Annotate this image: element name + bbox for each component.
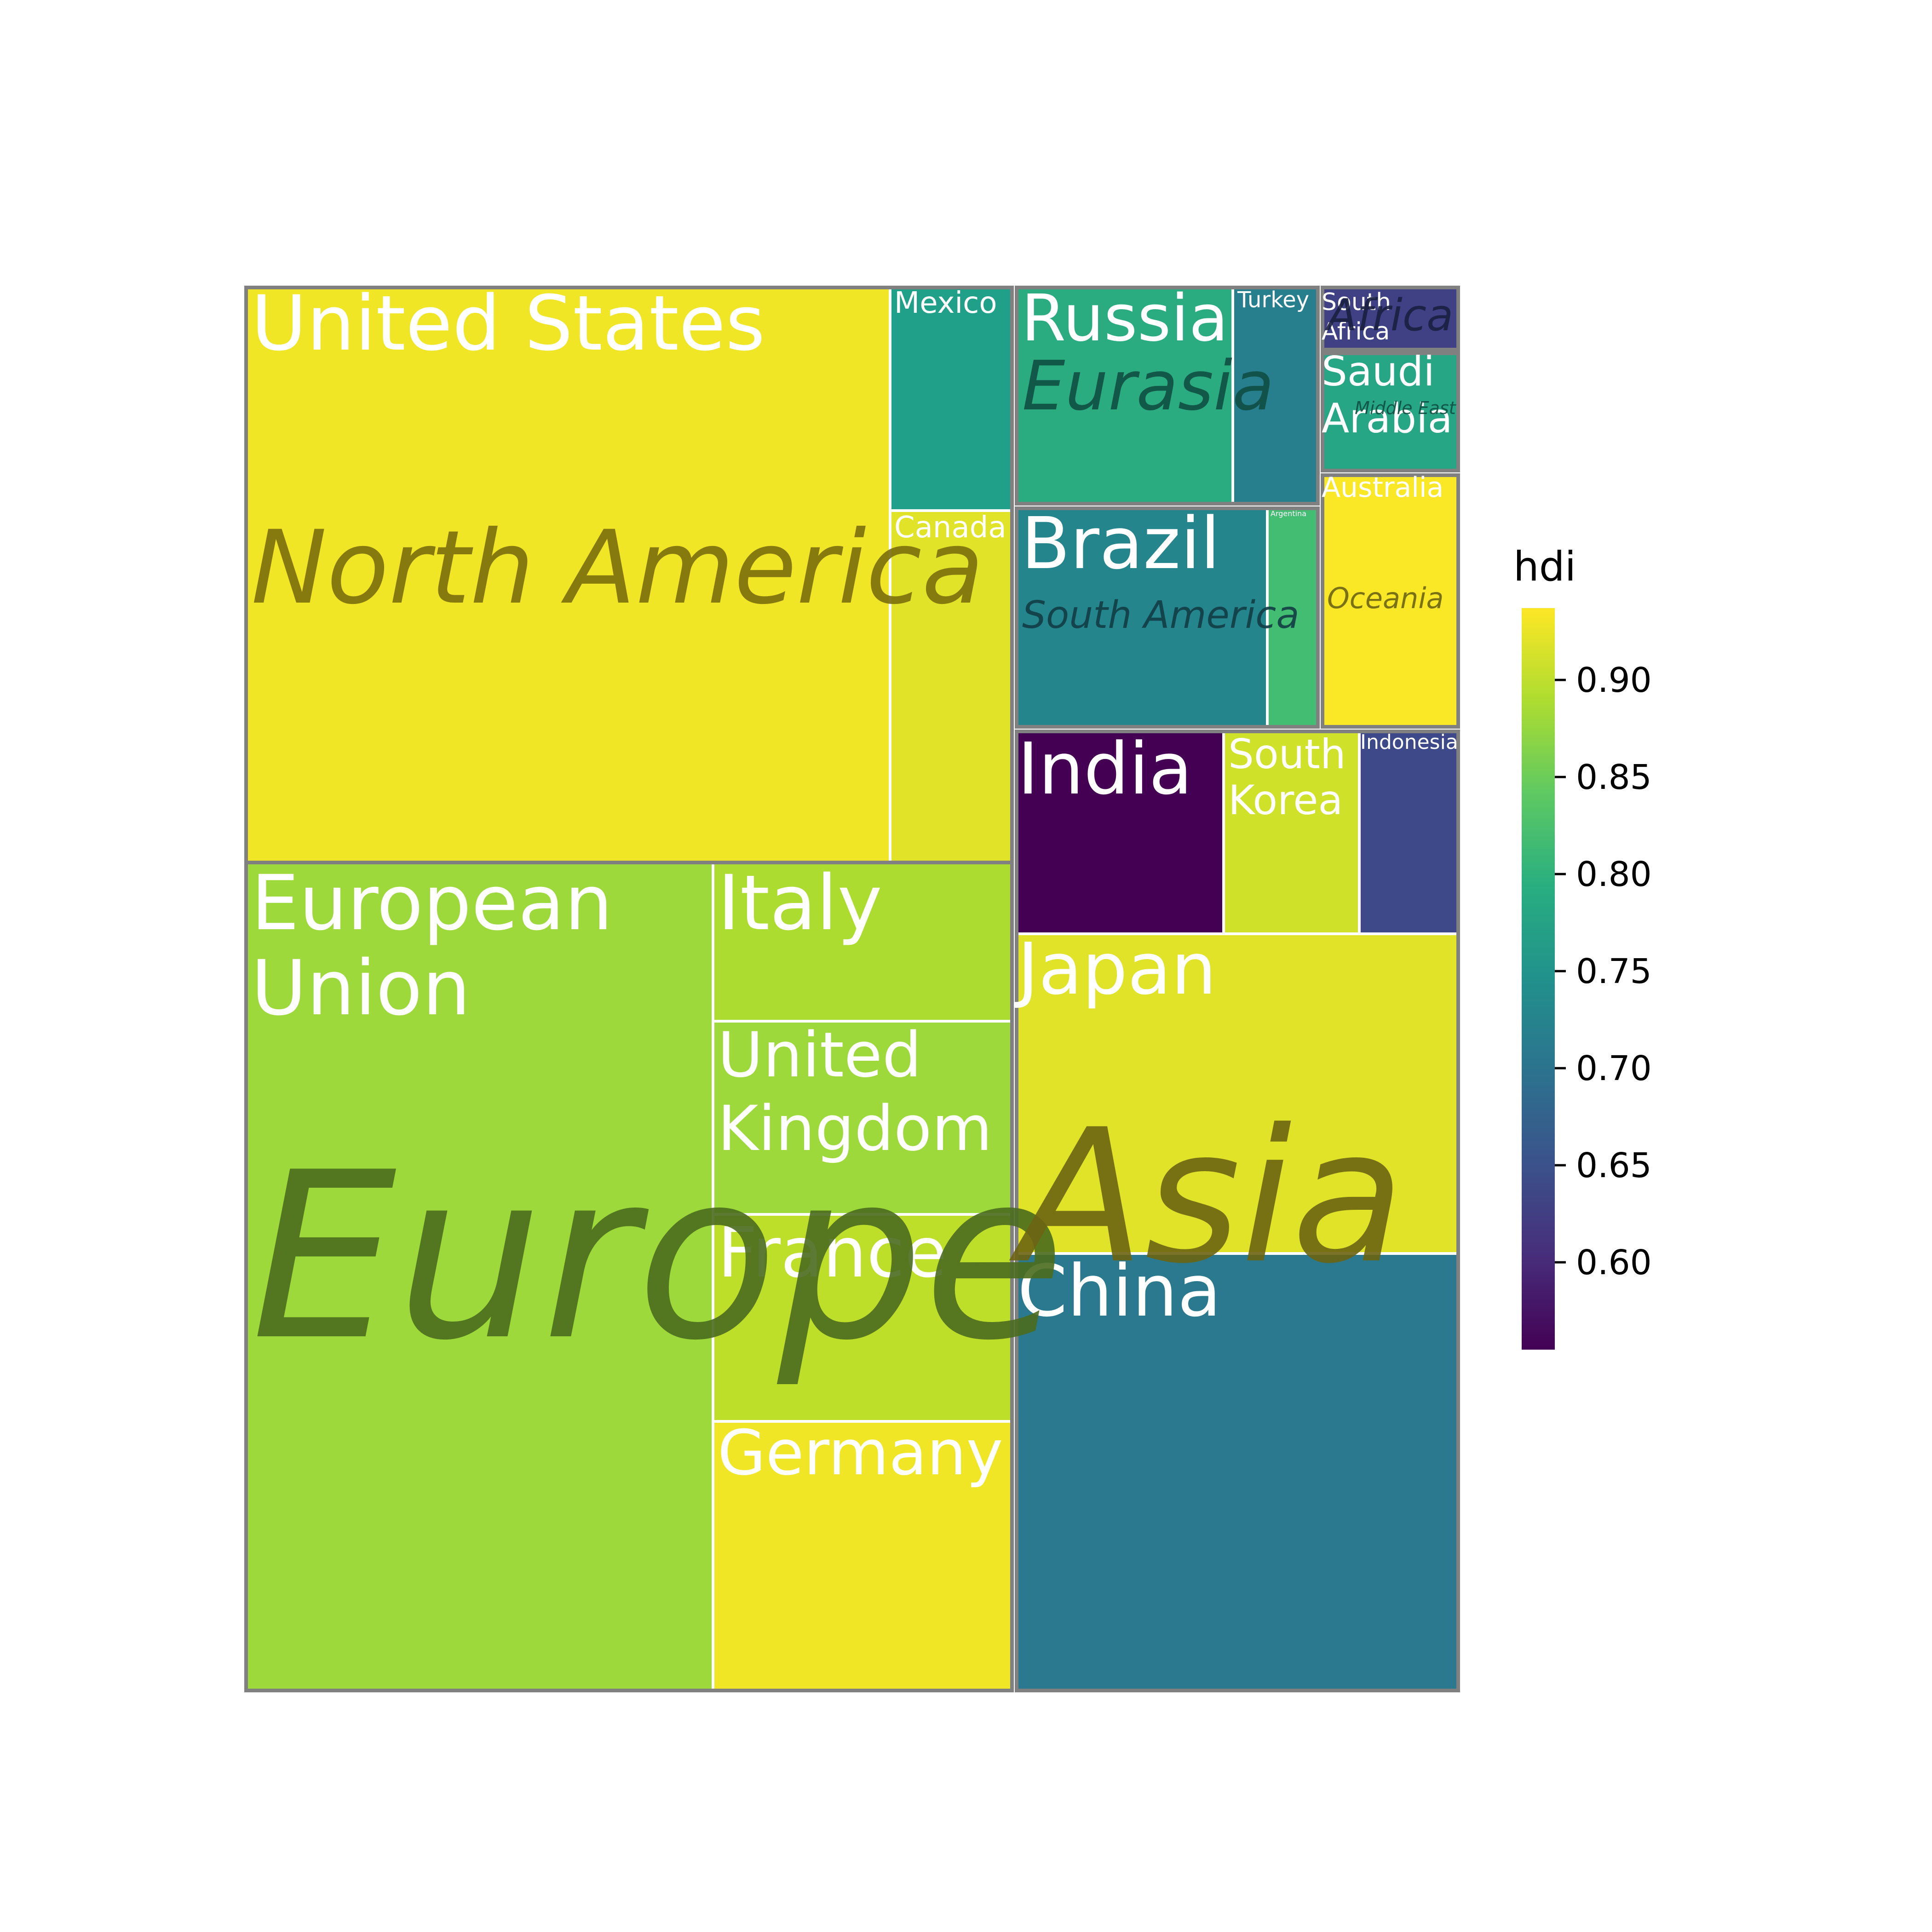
tile-label-india: India (1018, 727, 1192, 811)
region-frame-europe (244, 861, 1014, 1692)
tile-label-saudi-arabia: Saudi Arabia (1322, 348, 1453, 442)
tile-germany (712, 1420, 1013, 1692)
tile-label-argentina: Argentina (1271, 509, 1306, 518)
region-label-oceania: Oceania (1327, 581, 1444, 615)
colorbar-tick-label-3: 0.75 (1576, 952, 1652, 991)
tile-japan (1015, 932, 1460, 1255)
tile-label-china: China (1018, 1249, 1221, 1333)
region-label-middle-east: Middle East (1355, 398, 1457, 418)
tile-label-united-kingdom: United Kingdom (718, 1019, 992, 1165)
tile-label-mexico: Mexico (894, 286, 997, 320)
tile-label-russia: Russia (1021, 281, 1228, 356)
tile-label-south-korea: South Korea (1228, 730, 1346, 824)
tile-south-korea (1222, 730, 1361, 935)
tile-label-italy: Italy (718, 859, 882, 947)
region-frame-asia (1015, 730, 1460, 1692)
colorbar-tick-label-2: 0.70 (1576, 1049, 1652, 1088)
region-frame-south-america (1015, 506, 1320, 729)
tile-label-south-africa: South Africa (1322, 288, 1391, 345)
tile-china (1015, 1252, 1460, 1692)
region-frame-oceania (1321, 473, 1460, 729)
region-frame-eurasia (1015, 286, 1320, 506)
tile-indonesia (1358, 730, 1460, 935)
tile-european-union (245, 861, 714, 1692)
region-label-europe: Europe (251, 1123, 1065, 1391)
tile-labels-layer: United States Mexico Canada European Union It… (251, 279, 1458, 1489)
tile-turkey (1231, 286, 1319, 505)
colorbar-tick-label-0: 0.60 (1576, 1243, 1652, 1282)
region-label-north-america: North America (251, 509, 984, 627)
tiles-layer (245, 286, 1460, 1692)
region-labels-layer: North America Europe Eurasia Africa Middle E… (251, 290, 1457, 1391)
tile-united-kingdom (712, 1020, 1013, 1216)
colorbar-ticks: 0.60 0.65 0.70 0.75 0.80 0.85 0.90 (1555, 661, 1652, 1282)
tile-united-states (245, 286, 891, 864)
region-frames-layer (244, 286, 1460, 1692)
colorbar-tick-label-5: 0.85 (1576, 758, 1652, 797)
region-frame-middle-east (1321, 351, 1460, 472)
tile-label-united-states: United States (251, 279, 765, 368)
tile-label-indonesia: Indonesia (1360, 730, 1458, 754)
region-label-asia: Asia (1007, 1090, 1404, 1304)
colorbar: hdi 0.60 0.65 0.70 0.75 0.80 0.85 0.90 (1513, 543, 1652, 1350)
tile-label-japan: Japan (1013, 927, 1216, 1011)
tile-label-turkey: Turkey (1237, 287, 1309, 313)
tile-label-france: France (718, 1213, 947, 1293)
colorbar-tick-label-6: 0.90 (1576, 661, 1652, 700)
region-label-south-america: South America (1022, 593, 1300, 637)
colorbar-title: hdi (1513, 543, 1576, 590)
colorbar-tick-label-4: 0.80 (1576, 855, 1652, 894)
tile-label-germany: Germany (718, 1417, 1003, 1489)
region-label-africa: Africa (1324, 290, 1453, 341)
colorbar-tick-label-1: 0.65 (1576, 1146, 1652, 1185)
tile-italy (712, 861, 1013, 1023)
tile-brazil (1015, 507, 1269, 728)
tile-label-european-union: European Union (251, 859, 613, 1032)
region-label-eurasia: Eurasia (1022, 346, 1274, 426)
tile-canada (889, 509, 1013, 864)
tile-mexico (889, 286, 1013, 512)
region-frame-africa (1321, 286, 1460, 351)
tile-label-canada: Canada (894, 511, 1006, 545)
tile-label-australia: Australia (1322, 472, 1443, 504)
tile-saudi-arabia (1321, 352, 1460, 472)
tile-label-brazil: Brazil (1021, 502, 1220, 585)
colorbar-gradient (1522, 608, 1555, 1350)
